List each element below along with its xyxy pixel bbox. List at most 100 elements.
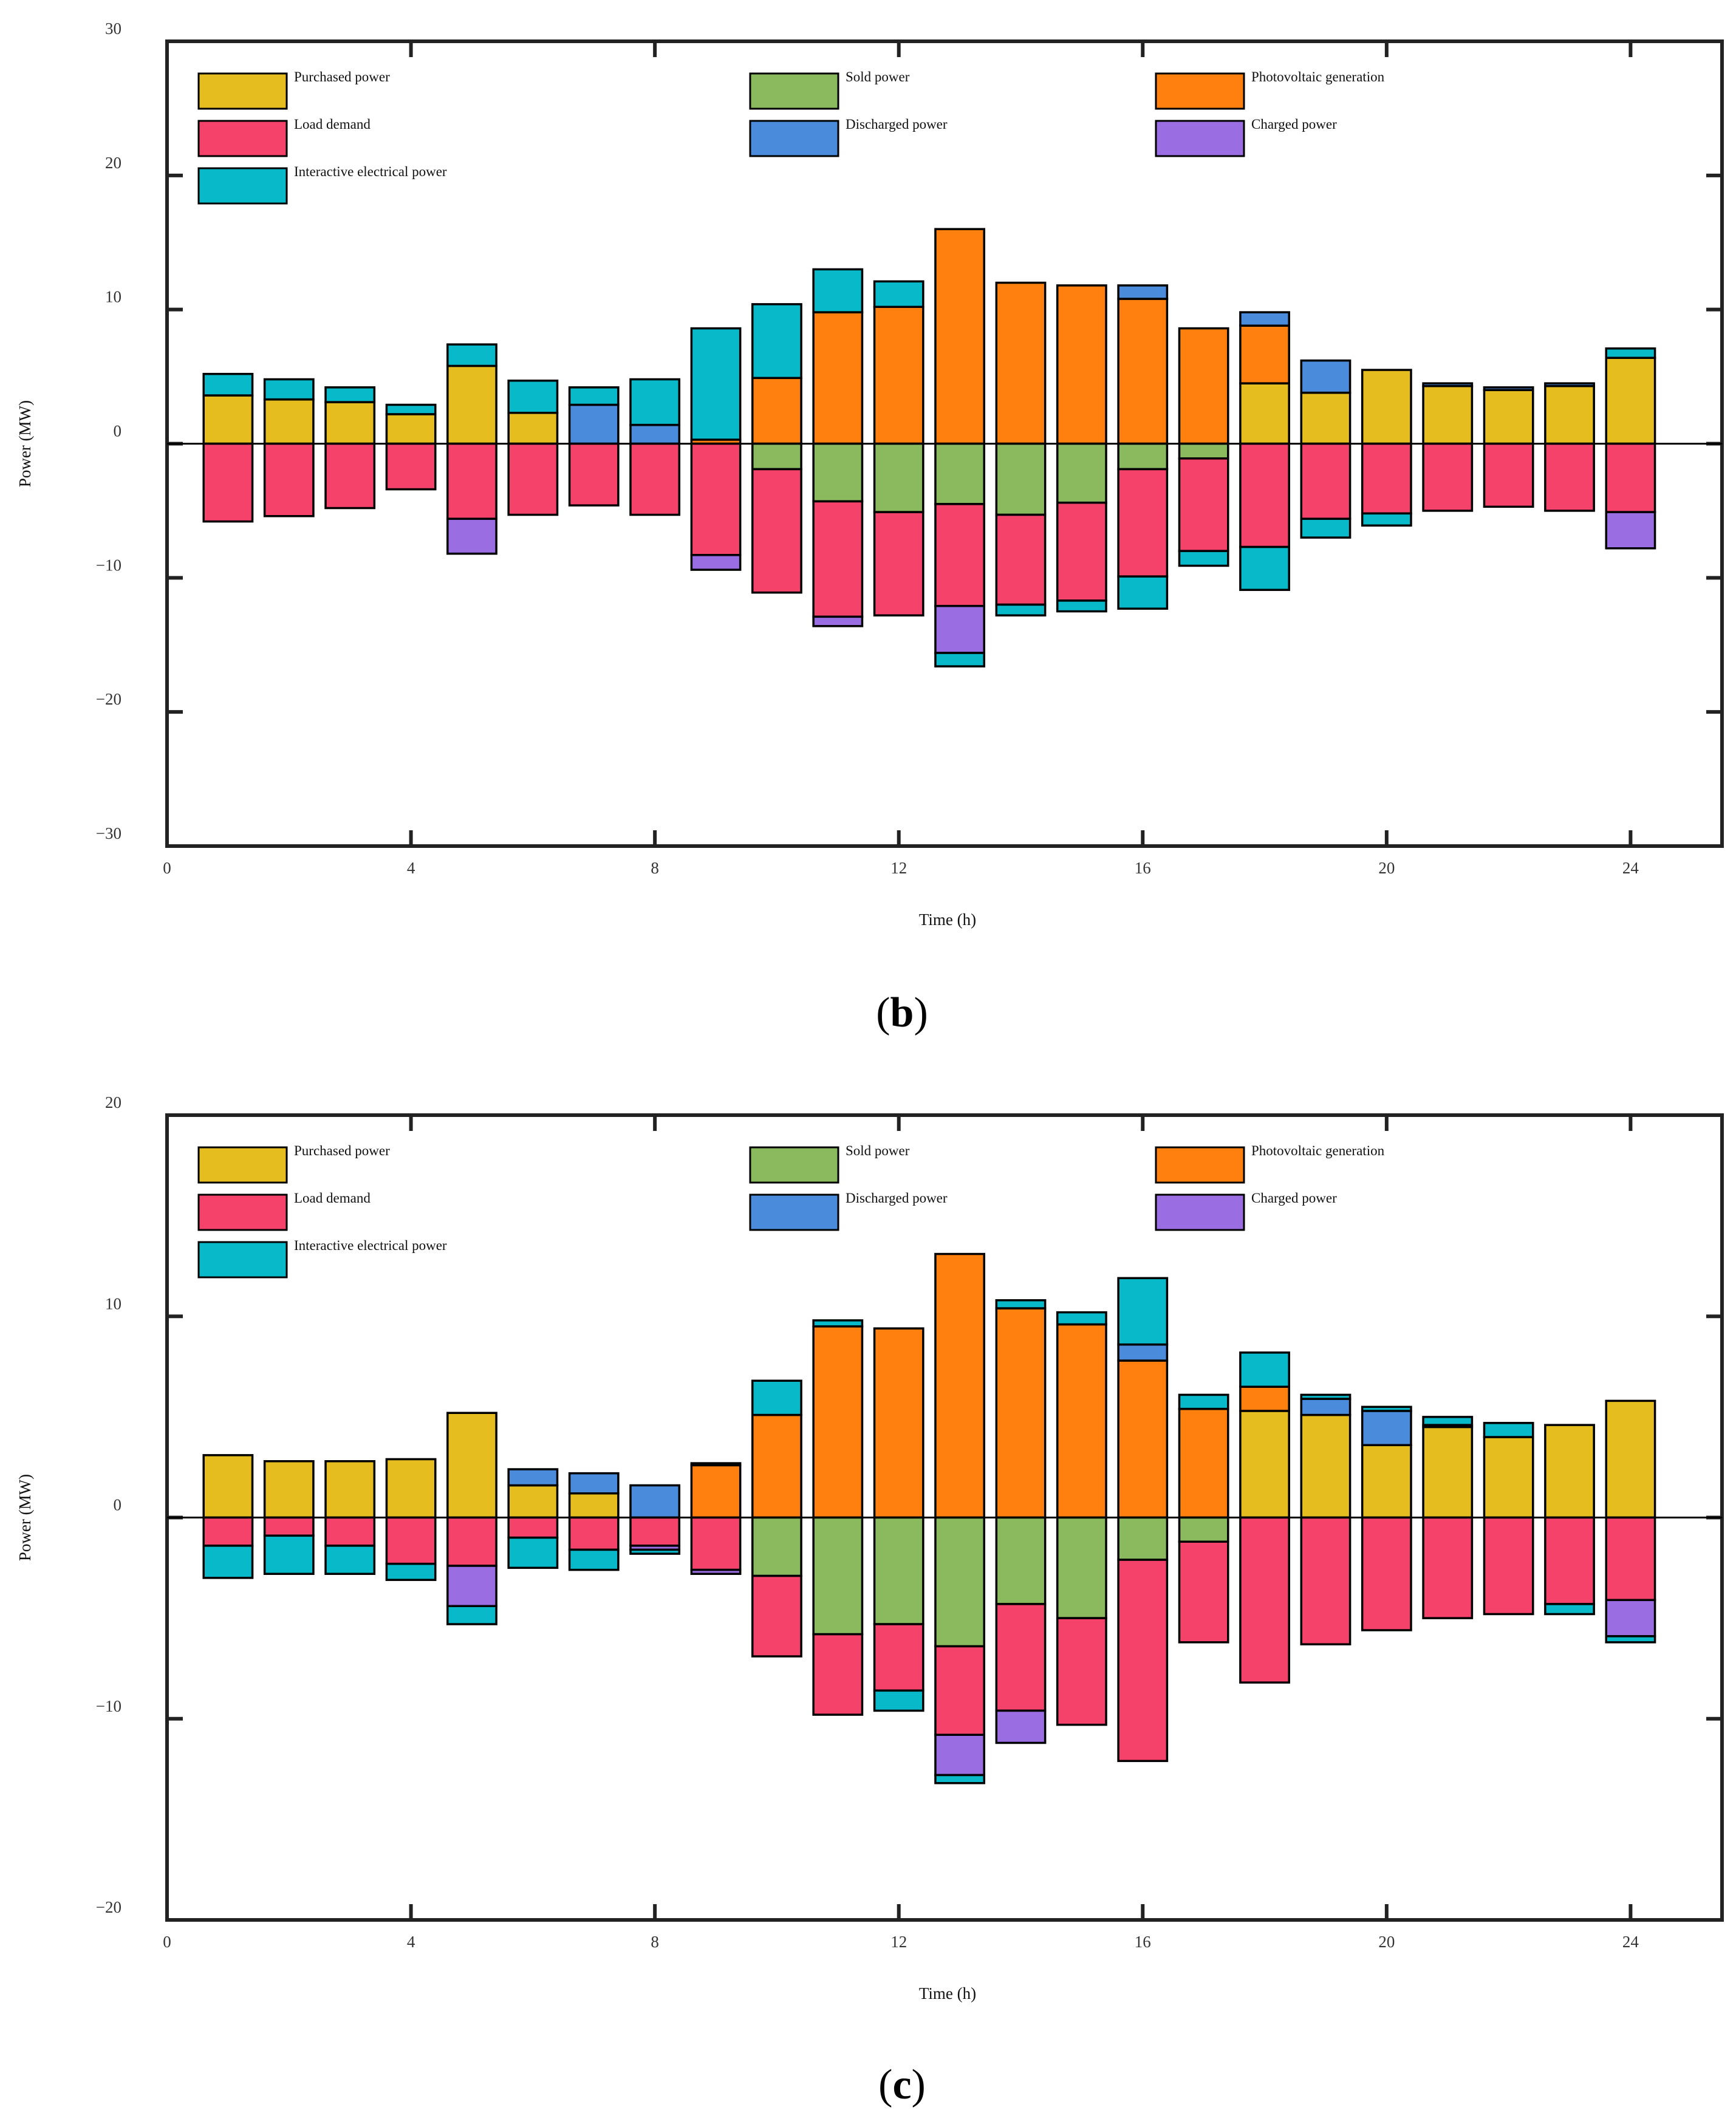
chart-panel-c: 20 10 0 −10 −20 0 4 8 12 16 20 24 Time (h) Power (MW)… (16, 1093, 1724, 2003)
bar-interactive-h16 (1117, 1277, 1169, 1346)
bar-load-h8 (629, 1516, 681, 1547)
bar-load-h13 (934, 1645, 986, 1736)
bar-load-h10 (751, 468, 802, 594)
panel-label-letter: b (890, 989, 914, 1036)
bar-purchased-h4 (385, 1458, 437, 1519)
bar-charged-h9 (690, 1568, 742, 1575)
bar-sold-h11 (812, 1516, 864, 1636)
bar-load-h11 (812, 500, 864, 618)
y-tick-label: −20 (96, 690, 121, 708)
bar-purchased-h24 (1605, 1399, 1656, 1519)
x-axis-label: Time (h) (919, 910, 976, 929)
panel-label-open: ( (878, 2061, 892, 2108)
bar-interactive-h19 (1300, 517, 1352, 539)
legend-swatch-discharged (749, 120, 839, 157)
legend-label-sold: Sold power (846, 1143, 910, 1158)
legend-label-pv: Photovoltaic generation (1251, 1143, 1385, 1158)
bar-interactive-h3 (324, 386, 376, 403)
y-tick-label: −10 (96, 556, 121, 574)
bar-sold-h12 (873, 442, 924, 513)
x-tick-label: 24 (1622, 859, 1639, 877)
bar-pv-h18 (1239, 1385, 1290, 1412)
legend-swatch-pv (1155, 1146, 1245, 1184)
bar-sold-h17 (1178, 442, 1229, 460)
bar-purchased-h22 (1483, 1436, 1534, 1519)
bar-charged-h9 (690, 554, 742, 571)
bar-load-h6 (507, 1516, 559, 1539)
y-tick-label: 0 (114, 422, 122, 440)
bar-load-h2 (263, 1516, 315, 1537)
x-tick-label: 24 (1622, 1933, 1639, 1951)
bar-interactive-h3 (324, 1545, 376, 1575)
bar-charged-h13 (934, 1733, 986, 1777)
bar-interactive-h8 (629, 1548, 681, 1555)
bar-purchased-h6 (507, 411, 559, 445)
bar-charged-h24 (1605, 511, 1656, 550)
legend-swatch-purchased (197, 72, 288, 110)
bar-interactive-h14 (995, 1299, 1047, 1310)
bar-interactive-h14 (995, 603, 1047, 616)
bar-load-h16 (1117, 1559, 1169, 1763)
bar-load-h22 (1483, 442, 1534, 508)
bar-load-h16 (1117, 468, 1169, 578)
bar-load-h23 (1544, 1516, 1595, 1605)
bar-interactive-h15 (1056, 1311, 1107, 1326)
bar-interactive-h4 (385, 1562, 437, 1581)
bar-purchased-h19 (1300, 1413, 1352, 1519)
x-tick-label: 16 (1135, 859, 1151, 877)
bar-charged-h5 (446, 517, 497, 555)
bar-pv-h14 (995, 1307, 1047, 1519)
bar-pv-h13 (934, 228, 986, 445)
bar-load-h3 (324, 442, 376, 510)
bar-pv-h12 (873, 1327, 924, 1519)
bar-discharged-h19 (1300, 359, 1352, 394)
legend-label-charged: Charged power (1251, 117, 1337, 132)
legend-label-interactive: Interactive electrical power (294, 1238, 447, 1253)
bar-purchased-h18 (1239, 382, 1290, 445)
bar-interactive-h10 (751, 1379, 802, 1416)
bar-discharged-h8 (629, 423, 681, 445)
bar-purchased-h21 (1422, 384, 1474, 445)
bar-interactive-h23 (1544, 1603, 1595, 1616)
bar-sold-h12 (873, 1516, 924, 1625)
bar-purchased-h5 (446, 1412, 497, 1519)
bar-load-h3 (324, 1516, 376, 1547)
bar-interactive-h12 (873, 1689, 924, 1712)
bar-pv-h16 (1117, 298, 1169, 445)
bar-discharged-h7 (568, 1472, 620, 1495)
legend-swatch-discharged (749, 1193, 839, 1231)
bar-sold-h10 (751, 1516, 802, 1577)
bar-discharged-h6 (507, 1468, 559, 1487)
legend-swatch-interactive (197, 167, 288, 205)
y-tick-label: 20 (105, 154, 121, 172)
bar-load-h12 (873, 1623, 924, 1692)
bar-discharged-h23 (1544, 382, 1595, 388)
bar-purchased-h19 (1300, 391, 1352, 445)
legend-label-load: Load demand (294, 1190, 371, 1206)
bar-interactive-h21 (1422, 1416, 1474, 1426)
bar-purchased-h5 (446, 364, 497, 445)
x-axis-label: Time (h) (919, 1984, 976, 2003)
panel-label-close: ) (912, 2061, 926, 2108)
legend-label-sold: Sold power (846, 69, 910, 84)
bar-load-h14 (995, 513, 1047, 606)
bar-pv-h17 (1178, 327, 1229, 445)
bar-sold-h15 (1056, 1516, 1107, 1619)
bar-sold-h13 (934, 442, 986, 505)
bar-interactive-h11 (812, 268, 864, 313)
bar-pv-h17 (1178, 1407, 1229, 1519)
bar-sold-h16 (1117, 1516, 1169, 1561)
legend-swatch-charged (1155, 120, 1245, 157)
panel-label-c: (c) (878, 2061, 926, 2108)
legend-swatch-pv (1155, 72, 1245, 110)
bar-load-h9 (690, 1516, 742, 1571)
legend-label-pv: Photovoltaic generation (1251, 69, 1385, 84)
legend-label-discharged: Discharged power (846, 117, 948, 132)
bar-purchased-h18 (1239, 1410, 1290, 1519)
y-tick-label: −30 (96, 824, 121, 842)
bar-discharged-h8 (629, 1484, 681, 1519)
bar-interactive-h18 (1239, 545, 1290, 591)
bar-load-h2 (263, 442, 315, 517)
bar-purchased-h20 (1361, 1444, 1412, 1519)
